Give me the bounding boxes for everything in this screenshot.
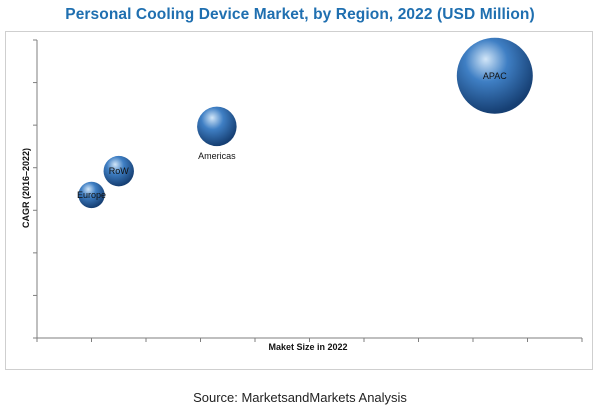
chart-frame [5,31,593,370]
bubble-label-americas: Americas [198,151,236,161]
bubble-europe [78,181,105,209]
source-note: Source: MarketsandMarkets Analysis [193,390,407,405]
bubble-label-europe: Europe [77,190,106,200]
axes [33,39,583,342]
bubble-label-apac: APAC [483,71,507,81]
y-axis-title: CAGR (2016–2022) [21,148,31,228]
x-axis-title: Maket Size in 2022 [268,342,347,352]
bubbles: Europe RoW Americas APAC [77,37,533,209]
bubble-apac [456,37,533,114]
bubble-label-row: RoW [109,166,130,176]
bubble-americas [197,106,237,147]
chart-title: Personal Cooling Device Market, by Regio… [65,6,535,23]
bubble-row [103,155,134,187]
